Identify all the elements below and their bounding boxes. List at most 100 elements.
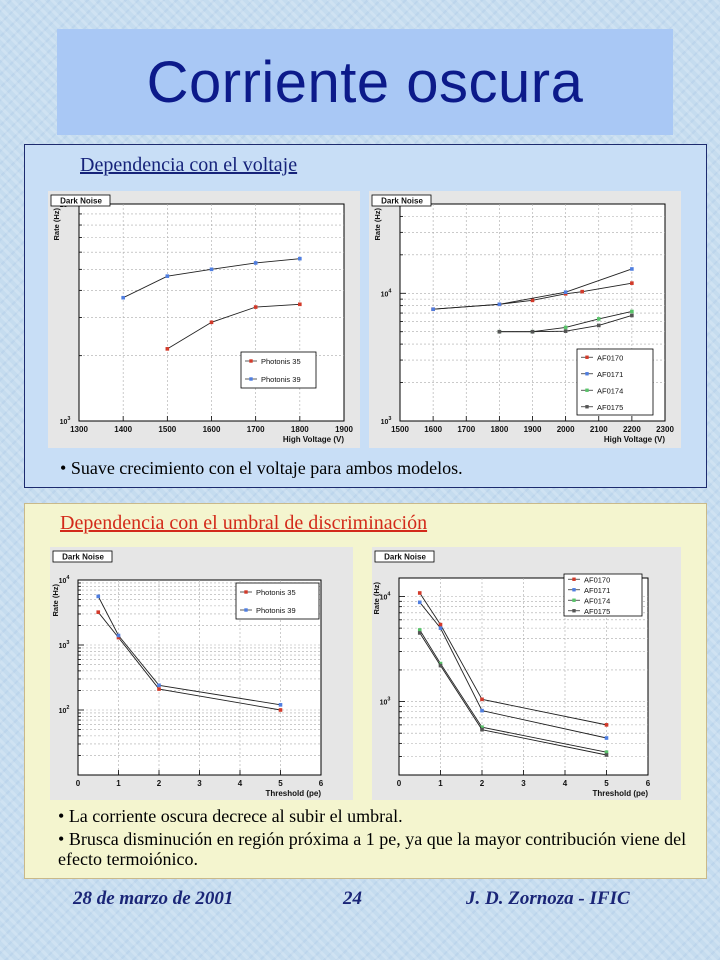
legend-marker bbox=[244, 590, 248, 594]
x-tick-label: 2 bbox=[480, 779, 485, 788]
threshold-bullet-1: • La corriente oscura decrece al subir e… bbox=[58, 806, 403, 826]
y-tick-base: 10 bbox=[380, 595, 388, 602]
x-tick-label: 1 bbox=[116, 779, 121, 788]
legend-label: AF0170 bbox=[597, 353, 623, 362]
y-tick-exponent: 4 bbox=[387, 592, 391, 598]
x-tick-label: 1300 bbox=[70, 425, 88, 434]
x-tick-label: 1600 bbox=[203, 425, 221, 434]
x-tick-label: 1700 bbox=[247, 425, 265, 434]
data-point bbox=[165, 274, 170, 278]
y-tick-base: 10 bbox=[59, 708, 67, 715]
legend-box bbox=[235, 582, 320, 620]
y-tick-base: 10 bbox=[59, 643, 67, 650]
y-axis-label: Rate (Hz) bbox=[52, 208, 61, 241]
data-point bbox=[630, 313, 634, 318]
data-point bbox=[96, 594, 101, 599]
data-point bbox=[298, 256, 302, 261]
y-tick-exponent: 3 bbox=[67, 416, 70, 422]
data-point bbox=[278, 703, 283, 707]
x-tick-label: 2 bbox=[157, 779, 162, 788]
x-tick-label: 2200 bbox=[623, 425, 641, 434]
data-point bbox=[604, 753, 609, 757]
legend-marker bbox=[249, 359, 253, 363]
series-line bbox=[167, 303, 300, 350]
x-axis-label: Threshold (pe) bbox=[592, 789, 648, 798]
data-point bbox=[563, 325, 568, 330]
data-point bbox=[121, 295, 125, 300]
data-point bbox=[298, 302, 302, 307]
data-point bbox=[530, 298, 535, 303]
chart-title: Dark Noise bbox=[62, 553, 104, 562]
y-tick-label: 103 bbox=[59, 640, 70, 650]
x-tick-label: 1900 bbox=[524, 425, 542, 434]
y-tick-label: 104 bbox=[380, 592, 392, 602]
y-tick-base: 10 bbox=[381, 291, 389, 298]
legend-box bbox=[240, 351, 317, 389]
threshold-bullet-1-text: La corriente oscura decrece al subir el … bbox=[68, 806, 403, 826]
y-axis-label: Rate (Hz) bbox=[51, 584, 60, 617]
legend-marker bbox=[572, 577, 576, 581]
x-tick-label: 1500 bbox=[391, 425, 409, 434]
legend-label: AF0170 bbox=[584, 575, 610, 584]
chart-threshold-photonis: 0 1 2 3 4 5 6 102 103 104 Threshold (pe) Rate (Hz) D… bbox=[50, 547, 353, 800]
data-point bbox=[417, 628, 422, 632]
legend-marker bbox=[572, 609, 576, 613]
x-tick-label: 1700 bbox=[457, 425, 475, 434]
data-point bbox=[116, 633, 121, 638]
y-tick-base: 10 bbox=[381, 419, 389, 426]
threshold-bullet-2-text: Brusca disminución en región próxima a 1… bbox=[58, 829, 687, 869]
x-tick-label: 6 bbox=[319, 779, 324, 788]
legend-label: AF0175 bbox=[597, 403, 623, 412]
data-point bbox=[417, 631, 422, 635]
legend-label: Photonis 39 bbox=[261, 375, 301, 384]
data-point bbox=[165, 347, 170, 351]
x-tick-label: 4 bbox=[238, 779, 243, 788]
data-point bbox=[480, 725, 484, 730]
chart-voltage-af: 1500 1600 1700 1800 1900 2000 2100 2200 2300 103 1… bbox=[369, 191, 681, 448]
legend-label: Photonis 35 bbox=[256, 588, 296, 597]
x-tick-label: 1500 bbox=[158, 425, 176, 434]
x-tick-label: 4 bbox=[563, 779, 568, 788]
legend-marker bbox=[572, 598, 576, 602]
x-axis-label: High Voltage (V) bbox=[604, 435, 666, 444]
x-tick-label: 3 bbox=[197, 779, 202, 788]
series-line bbox=[419, 602, 607, 739]
chart-threshold-af: 0 1 2 3 4 5 6 103 104 Threshold (pe) Rate (Hz) Dark… bbox=[372, 547, 681, 800]
data-point bbox=[497, 329, 502, 334]
y-tick-exponent: 4 bbox=[66, 575, 70, 581]
y-tick-exponent: 3 bbox=[66, 640, 69, 646]
legend-marker bbox=[244, 608, 248, 612]
y-tick-exponent: 3 bbox=[388, 416, 391, 422]
x-tick-label: 2300 bbox=[656, 425, 674, 434]
series-line bbox=[419, 629, 607, 753]
x-tick-label: 2000 bbox=[557, 425, 575, 434]
data-point bbox=[438, 622, 443, 627]
data-point bbox=[417, 591, 422, 595]
series-line bbox=[419, 632, 607, 756]
data-point bbox=[480, 708, 484, 713]
data-point bbox=[116, 635, 121, 640]
x-tick-label: 1 bbox=[438, 779, 443, 788]
legend-label: AF0175 bbox=[584, 607, 610, 616]
voltage-bullet-text: Suave crecimiento con el voltaje para am… bbox=[70, 458, 463, 478]
data-point bbox=[596, 323, 601, 328]
data-point bbox=[604, 750, 609, 754]
y-tick-base: 10 bbox=[60, 419, 68, 426]
data-point bbox=[630, 267, 634, 271]
data-point bbox=[431, 307, 435, 312]
data-point bbox=[209, 320, 214, 325]
legend-marker bbox=[585, 405, 589, 409]
y-tick-exponent: 4 bbox=[388, 288, 392, 294]
legend-box bbox=[576, 348, 654, 416]
footer-page-number: 24 bbox=[343, 888, 362, 909]
series-line bbox=[97, 611, 281, 711]
x-axis-label: High Voltage (V) bbox=[283, 435, 345, 444]
data-point bbox=[209, 267, 214, 272]
y-tick-label: 102 bbox=[59, 705, 70, 715]
voltage-bullet: • Suave crecimiento con el voltaje para … bbox=[60, 458, 463, 478]
data-point bbox=[157, 687, 161, 691]
data-point bbox=[580, 289, 584, 294]
data-point bbox=[438, 661, 443, 666]
series-line bbox=[433, 268, 633, 310]
